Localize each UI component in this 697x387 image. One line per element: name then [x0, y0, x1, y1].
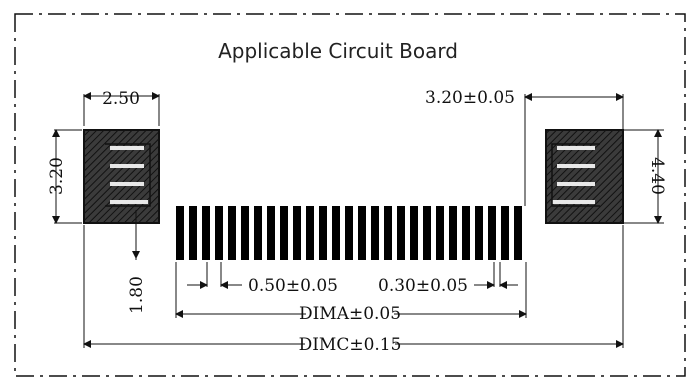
right-pad: [545, 129, 624, 224]
left-pad-width-label: 2.50: [102, 89, 140, 109]
pin-offset-label: 1.80: [127, 276, 147, 314]
connector-pin: [202, 206, 210, 260]
dima-label: DIMA±0.05: [299, 304, 401, 324]
drawing-border: [14, 13, 686, 377]
left-pad-height-label: 3.20: [47, 157, 67, 195]
dimc-label-background: [305, 334, 395, 354]
dima-label-background: [306, 303, 394, 323]
connector-pin: [241, 206, 249, 260]
connector-pin: [319, 206, 327, 260]
connector-pin: [228, 206, 236, 260]
connector-pin: [410, 206, 418, 260]
right-pad-height-label: 4.40: [647, 157, 667, 195]
left-pad: [83, 129, 160, 224]
connector-pin: [293, 206, 301, 260]
connector-pin: [397, 206, 405, 260]
connector-pin: [501, 206, 509, 260]
connector-pin: [358, 206, 366, 260]
dimc-label: DIMC±0.15: [299, 335, 402, 355]
connector-pin: [436, 206, 444, 260]
connector-pin: [514, 206, 522, 260]
connector-pin: [475, 206, 483, 260]
connector-pin: [371, 206, 379, 260]
connector-pin: [215, 206, 223, 260]
connector-pin: [254, 206, 262, 260]
connector-pin: [306, 206, 314, 260]
connector-pin: [332, 206, 340, 260]
connector-pin: [462, 206, 470, 260]
connector-pin: [488, 206, 496, 260]
pitch-label: 0.50±0.05: [248, 276, 338, 296]
connector-pin: [176, 206, 184, 260]
pin-width-label: 0.30±0.05: [378, 276, 468, 296]
connector-pin: [384, 206, 392, 260]
connector-pin: [449, 206, 457, 260]
connector-pin: [423, 206, 431, 260]
right-pad-offset-label: 3.20±0.05: [425, 88, 515, 108]
pin-row: [172, 204, 534, 260]
connector-pin: [267, 206, 275, 260]
connector-pin: [189, 206, 197, 260]
connector-pin: [280, 206, 288, 260]
diagram-title: Applicable Circuit Board: [218, 39, 458, 63]
connector-pin: [345, 206, 353, 260]
